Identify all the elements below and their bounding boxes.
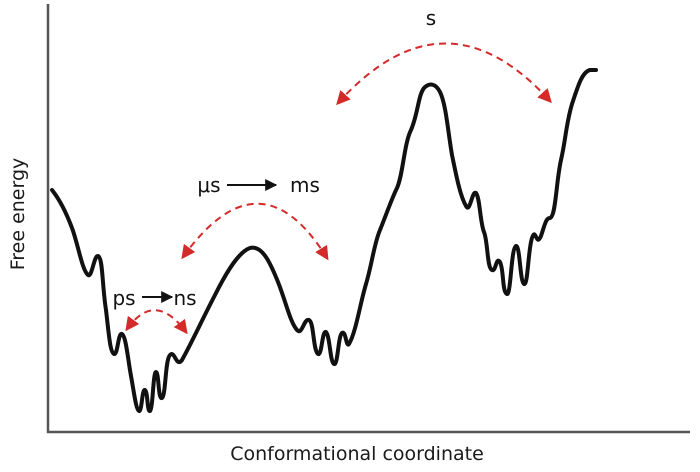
label-us: μs — [197, 173, 221, 197]
transition-arrow-us-ms — [181, 202, 329, 261]
label-s: s — [425, 6, 437, 30]
label-ns: ns — [173, 286, 197, 310]
y-axis-label: Free energy — [7, 157, 29, 271]
label-ps: ps — [112, 286, 136, 310]
x-axis-label: Conformational coordinate — [230, 443, 484, 465]
transition-arrow-s — [336, 42, 552, 106]
transition-arrow-ps-ns — [125, 309, 188, 335]
label-ms: ms — [290, 173, 320, 197]
free-energy-curve — [50, 68, 598, 414]
